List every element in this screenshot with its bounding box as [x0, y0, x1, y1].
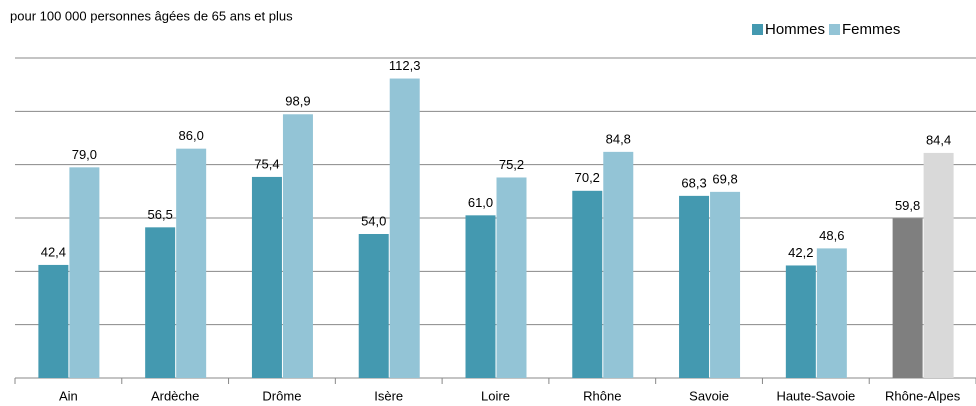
bar: [38, 264, 69, 378]
legend-label: Femmes: [842, 21, 900, 38]
bar: [251, 176, 282, 378]
bar: [145, 227, 176, 378]
value-label: 75,4: [254, 156, 279, 171]
value-label: 61,0: [468, 195, 493, 210]
x-tick-label: Ain: [59, 388, 78, 403]
value-label: 70,2: [575, 170, 600, 185]
value-label: 112,3: [389, 58, 421, 73]
bar: [785, 265, 816, 378]
legend-swatch: [829, 24, 841, 35]
bar: [572, 190, 603, 378]
value-label: 98,9: [285, 94, 310, 109]
bar: [603, 151, 634, 378]
x-tick-label: Loire: [481, 388, 510, 403]
value-label: 69,8: [712, 171, 737, 186]
value-label: 42,2: [788, 245, 813, 260]
value-label: 75,2: [499, 157, 524, 172]
bar: [389, 78, 420, 379]
bar: [496, 177, 527, 378]
bar: [679, 195, 710, 378]
bar: [358, 234, 389, 378]
value-label: 68,3: [681, 175, 706, 190]
x-tick-label: Drôme: [262, 388, 301, 403]
x-tick-label: Haute-Savoie: [776, 388, 855, 403]
bar: [465, 215, 496, 378]
x-tick-label: Savoie: [689, 388, 729, 403]
bar: [892, 218, 923, 378]
legend-label: Hommes: [765, 21, 825, 38]
value-label: 84,8: [606, 131, 631, 146]
bar: [176, 148, 207, 378]
value-label: 42,4: [41, 244, 66, 259]
x-tick-label: Ardèche: [151, 388, 199, 403]
bar: [69, 167, 100, 378]
value-label: 56,5: [148, 207, 173, 222]
value-label: 54,0: [361, 213, 386, 228]
bar: [282, 114, 313, 379]
x-tick-label: Rhône: [583, 388, 621, 403]
x-tick-label: Isère: [374, 388, 403, 403]
bar: [923, 152, 954, 378]
value-label: 59,8: [895, 198, 920, 213]
value-label: 86,0: [179, 128, 204, 143]
bar: [710, 191, 741, 378]
value-label: 48,6: [819, 228, 844, 243]
legend-swatch: [752, 24, 763, 35]
value-label: 84,4: [926, 132, 951, 147]
value-label: 79,0: [72, 147, 97, 162]
x-tick-label: Rhône-Alpes: [885, 388, 961, 403]
bar: [816, 248, 847, 378]
chart-subtitle: pour 100 000 personnes âgées de 65 ans e…: [10, 8, 293, 23]
